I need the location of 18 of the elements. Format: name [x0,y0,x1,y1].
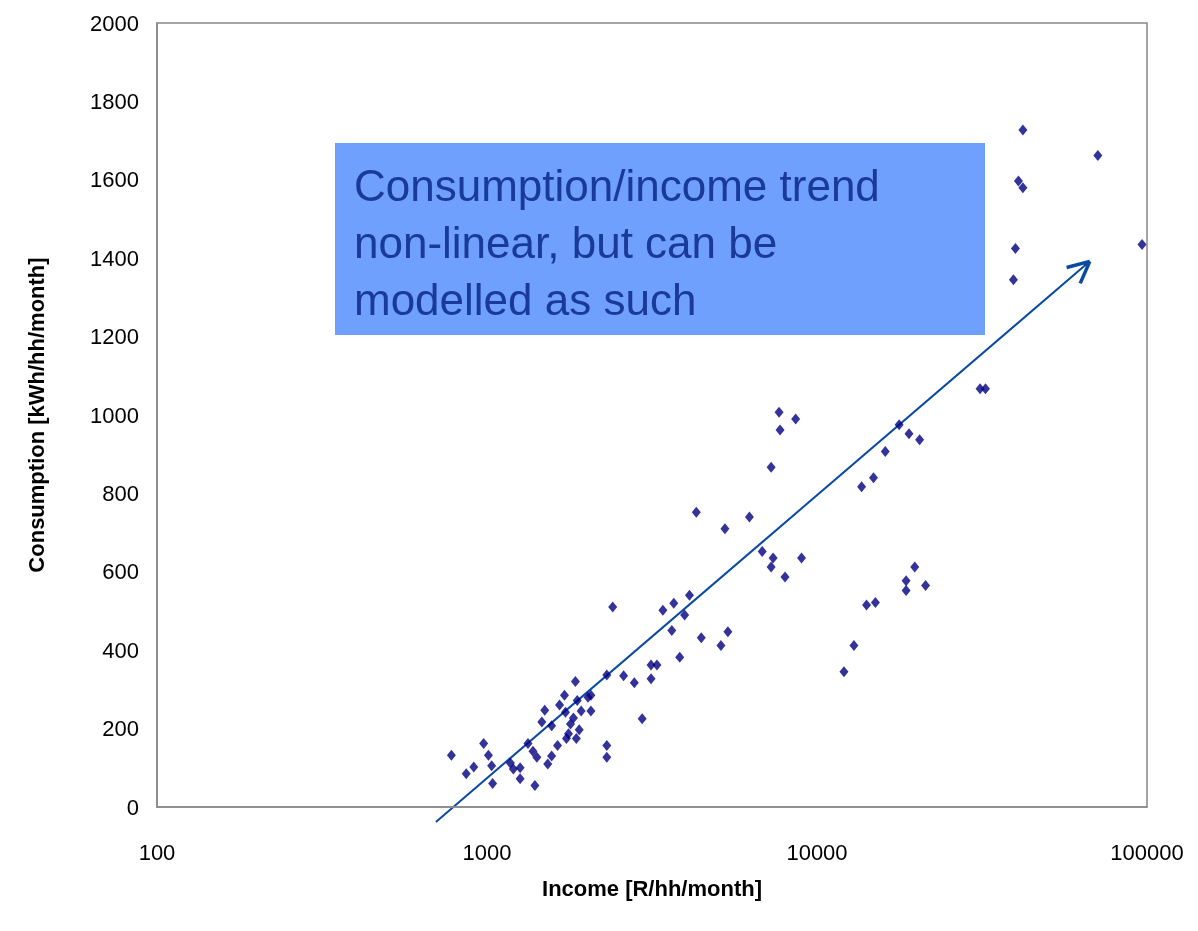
y-tick-label: 1400 [90,245,139,271]
y-tick-label: 200 [102,716,139,742]
y-tick-label: 400 [102,637,139,663]
y-tick-label: 1800 [90,88,139,114]
x-tick-label: 100000 [1110,839,1184,865]
y-axis-title: Consumption [kWh/hh/month] [23,257,49,573]
y-tick-label: 800 [102,480,139,506]
y-tick-label: 1200 [90,324,139,350]
y-tick-label: 0 [126,794,139,820]
x-tick-label: 100 [138,839,176,865]
x-axis-title: Income [R/hh/month] [542,875,762,901]
y-tick-label: 2000 [90,10,139,36]
y-tick-label: 1600 [90,167,139,193]
x-tick-label: 10000 [786,839,848,865]
annotation: Consumption/income trend non-linear, but can be modelled as such [354,161,893,324]
y-tick-label: 600 [102,559,139,585]
y-tick-label: 1000 [90,402,139,428]
x-tick-label: 1000 [462,839,512,865]
